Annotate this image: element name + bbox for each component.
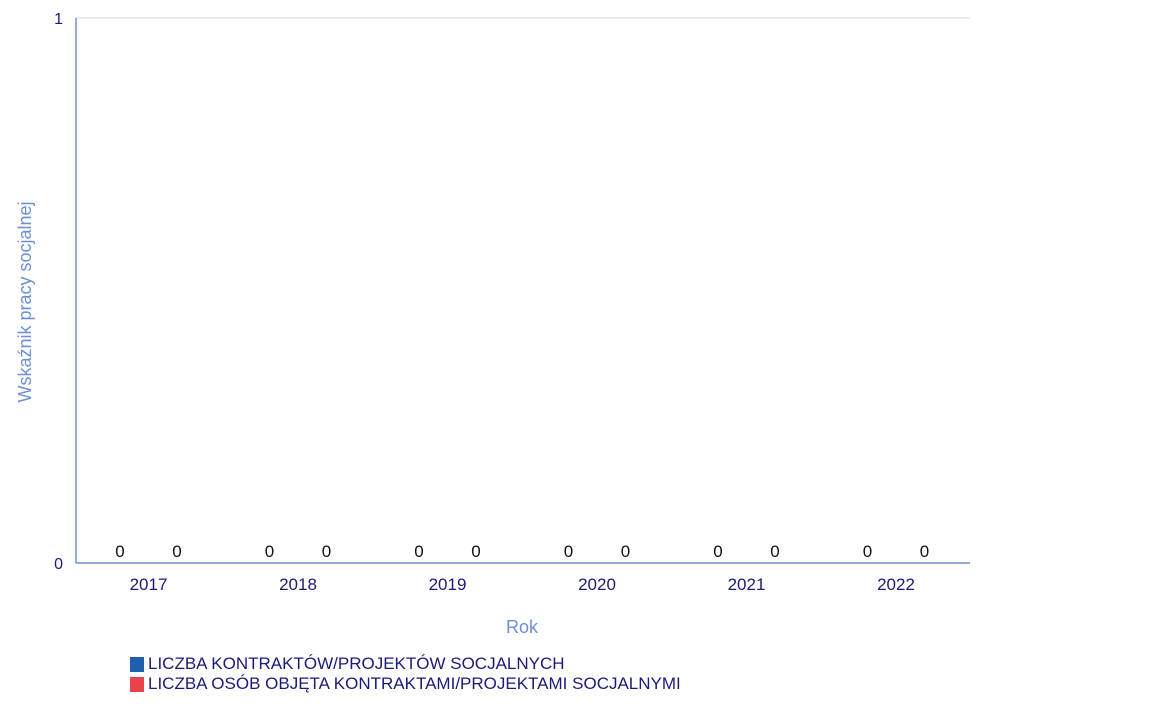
bar-value-label: 0 (265, 542, 274, 561)
y-tick-label: 1 (54, 11, 63, 28)
x-tick-label: 2022 (877, 575, 915, 594)
x-axis-title: Rok (506, 617, 539, 637)
y-tick-labels: 01 (54, 11, 63, 573)
x-tick-label: 2017 (130, 575, 168, 594)
bar-value-label: 0 (115, 542, 124, 561)
y-tick-label: 0 (54, 556, 63, 573)
bar-value-label: 0 (471, 542, 480, 561)
legend-item-series-2: LICZBA OSÓB OBJĘTA KONTRAKTAMI/PROJEKTAM… (130, 674, 681, 694)
axes (75, 18, 970, 564)
legend-swatch-red (130, 676, 144, 692)
bar-value-label: 0 (414, 542, 423, 561)
bar-value-label: 0 (770, 542, 779, 561)
legend-item-series-1: LICZBA KONTRAKTÓW/PROJEKTÓW SOCJALNYCH (130, 654, 681, 674)
x-tick-labels: 2017 2018 2019 2020 2021 2022 (130, 575, 915, 594)
x-tick-label: 2020 (578, 575, 616, 594)
data-labels: 0 0 0 0 0 0 0 0 0 0 0 0 (115, 542, 929, 561)
legend-label-series-1: LICZBA KONTRAKTÓW/PROJEKTÓW SOCJALNYCH (148, 654, 565, 673)
bar-value-label: 0 (920, 542, 929, 561)
legend-swatch-blue (130, 656, 144, 672)
chart-legend: LICZBA KONTRAKTÓW/PROJEKTÓW SOCJALNYCH L… (130, 654, 681, 694)
bar-value-label: 0 (713, 542, 722, 561)
y-axis-title: Wskaźnik pracy socjalnej (15, 201, 35, 402)
bar-value-label: 0 (863, 542, 872, 561)
bar-value-label: 0 (621, 542, 630, 561)
legend-label-series-2: LICZBA OSÓB OBJĘTA KONTRAKTAMI/PROJEKTAM… (148, 674, 681, 693)
x-tick-label: 2019 (429, 575, 467, 594)
bar-value-label: 0 (322, 542, 331, 561)
x-tick-label: 2018 (279, 575, 317, 594)
bar-value-label: 0 (172, 542, 181, 561)
bar-value-label: 0 (564, 542, 573, 561)
x-tick-label: 2021 (728, 575, 766, 594)
